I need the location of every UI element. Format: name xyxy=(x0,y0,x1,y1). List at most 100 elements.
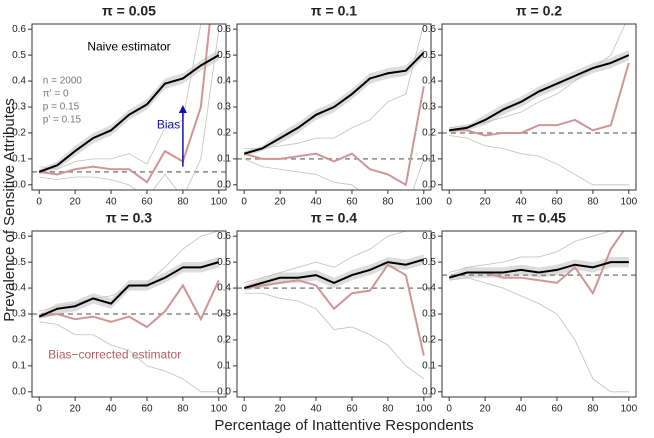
estimate-line xyxy=(39,279,220,329)
y-tick-label: 0.0 xyxy=(217,179,231,190)
plot-area xyxy=(442,24,636,186)
x-tick-label: 100 xyxy=(210,404,227,415)
annotation: p' = 0.15 xyxy=(43,115,82,126)
plot-area xyxy=(237,231,431,380)
y-tick-label: 0.6 xyxy=(217,24,231,35)
panel-frame xyxy=(236,23,432,191)
x-tick-label: 100 xyxy=(210,197,227,208)
x-tick-label: 40 xyxy=(105,404,117,415)
x-tick-label: 100 xyxy=(620,404,637,415)
x-tick-label: 60 xyxy=(346,404,358,415)
y-tick-label: 0.1 xyxy=(12,154,26,165)
y-tick-label: 0.3 xyxy=(217,102,231,113)
annotation: Bias xyxy=(157,117,180,131)
panel-frame xyxy=(236,230,432,398)
x-tick-label: 40 xyxy=(310,197,322,208)
interval-line xyxy=(39,321,219,393)
y-tick-label: 0.0 xyxy=(12,179,26,190)
x-tick-label: 0 xyxy=(36,197,42,208)
y-tick-label: 0.2 xyxy=(217,335,231,346)
interval-line xyxy=(449,135,629,186)
y-tick-label: 0.1 xyxy=(422,154,436,165)
annotation: p = 0.15 xyxy=(43,102,80,113)
panel-frame xyxy=(441,23,637,191)
x-axis-label: Percentage of Inattentive Respondents xyxy=(214,417,473,434)
y-tick-label: 0.2 xyxy=(422,335,436,346)
panel: π = 0.2 0.0 0.1 0.2 0.3 0.4 0.5 0.6 0 20 40 60 80 100 xyxy=(422,3,638,208)
y-tick-label: 0.6 xyxy=(422,24,436,35)
panel-title: π = 0.3 xyxy=(106,210,152,226)
panel-frame xyxy=(441,230,637,398)
y-tick-label: 0.5 xyxy=(217,50,231,61)
panel-title: π = 0.4 xyxy=(311,210,357,226)
y-tick-label: 0.5 xyxy=(422,50,436,61)
interval-line xyxy=(244,231,424,284)
panel: π = 0.3 0.0 0.1 0.2 0.3 0.4 0.5 0.6 0 20 40 60 80 100… xyxy=(12,210,228,415)
x-tick-label: 20 xyxy=(480,404,492,415)
interval-line xyxy=(244,158,425,190)
panel: π = 0.4 0.0 0.1 0.2 0.3 0.4 0.5 0.6 0 20 40 60 80 100 xyxy=(217,210,433,415)
estimate-line xyxy=(449,62,630,137)
x-tick-label: 20 xyxy=(480,197,492,208)
panel-frame xyxy=(31,230,227,398)
y-tick-label: 0.3 xyxy=(12,309,26,320)
confidence-band xyxy=(244,254,424,291)
estimate-line xyxy=(244,263,425,356)
x-tick-label: 80 xyxy=(177,404,189,415)
interval-line xyxy=(244,24,425,149)
y-axis-label: Prevalence of Sensitive Attributes xyxy=(1,98,18,321)
x-tick-label: 80 xyxy=(177,197,189,208)
x-tick-label: 80 xyxy=(587,404,599,415)
x-tick-label: 60 xyxy=(141,197,153,208)
x-tick-label: 60 xyxy=(346,197,358,208)
estimate-line xyxy=(38,261,220,318)
x-tick-label: 80 xyxy=(587,197,599,208)
y-tick-label: 0.2 xyxy=(12,335,26,346)
interval-line xyxy=(244,292,425,380)
y-tick-label: 0.5 xyxy=(422,257,436,268)
x-tick-label: 40 xyxy=(105,197,117,208)
y-tick-label: 0.4 xyxy=(12,283,26,294)
y-tick-label: 0.4 xyxy=(217,283,231,294)
y-tick-label: 0.2 xyxy=(217,128,231,139)
plot-area xyxy=(32,231,226,393)
x-tick-label: 40 xyxy=(310,404,322,415)
annotation: Bias−corrected estimator xyxy=(48,348,181,362)
estimate-line xyxy=(243,86,425,187)
y-tick-label: 0.4 xyxy=(12,76,26,87)
x-tick-label: 0 xyxy=(241,197,247,208)
y-tick-label: 0.3 xyxy=(217,309,231,320)
plot-area xyxy=(32,24,226,190)
panel: π = 0.1 0.0 0.1 0.2 0.3 0.4 0.5 0.6 0 20 40 60 80 100 xyxy=(217,3,433,208)
x-tick-label: 100 xyxy=(415,197,432,208)
x-tick-label: 20 xyxy=(275,404,287,415)
x-tick-label: 40 xyxy=(515,197,527,208)
y-tick-label: 0.4 xyxy=(422,283,436,294)
estimate-line xyxy=(243,258,425,290)
y-tick-label: 0.4 xyxy=(217,76,231,87)
y-tick-label: 0.3 xyxy=(422,309,436,320)
y-tick-label: 0.5 xyxy=(217,257,231,268)
panel-title: π = 0.1 xyxy=(311,3,357,19)
y-tick-label: 0.6 xyxy=(422,231,436,242)
y-tick-label: 0.2 xyxy=(12,128,26,139)
interval-line xyxy=(449,277,629,393)
interval-line xyxy=(449,231,629,273)
y-tick-label: 0.0 xyxy=(422,179,436,190)
y-tick-label: 0.2 xyxy=(422,128,436,139)
y-tick-label: 0.3 xyxy=(422,102,436,113)
x-tick-label: 20 xyxy=(70,404,82,415)
estimate-line xyxy=(448,261,629,279)
x-tick-label: 60 xyxy=(551,404,563,415)
y-tick-label: 0.5 xyxy=(12,257,26,268)
panel-frame xyxy=(31,23,227,191)
x-tick-label: 100 xyxy=(415,404,432,415)
x-tick-label: 0 xyxy=(241,404,247,415)
y-tick-label: 0.0 xyxy=(422,386,436,397)
x-tick-label: 100 xyxy=(620,197,637,208)
x-tick-label: 0 xyxy=(446,404,452,415)
y-tick-label: 0.3 xyxy=(12,102,26,113)
panel: π = 0.05 0.0 0.1 0.2 0.3 0.4 0.5 0.6 0 20 40 60 80 10… xyxy=(12,3,228,208)
x-tick-label: 0 xyxy=(446,197,452,208)
